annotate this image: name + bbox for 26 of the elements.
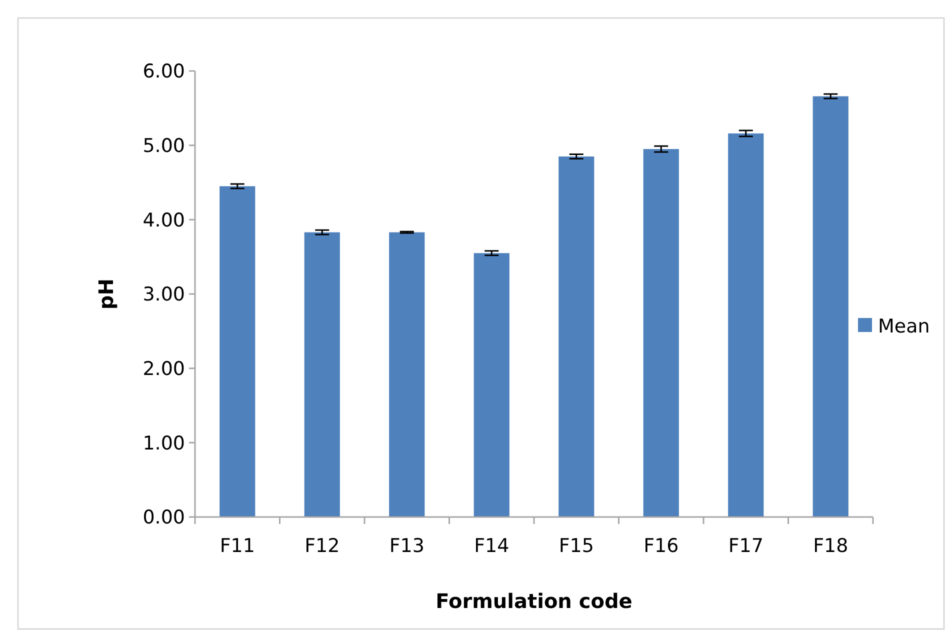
bar	[643, 149, 679, 517]
x-tick-label: F15	[558, 535, 594, 557]
x-tick-label: F17	[728, 535, 764, 557]
bar	[474, 253, 510, 517]
x-tick-label: F18	[813, 535, 848, 557]
y-tick-label: 1.00	[142, 432, 185, 454]
x-tick-label: F14	[474, 535, 510, 557]
y-tick-label: 6.00	[142, 60, 185, 83]
y-tick-label: 5.00	[142, 134, 185, 157]
y-tick-label: 4.00	[142, 209, 185, 232]
y-tick-label: 2.00	[142, 358, 185, 380]
x-tick-label: F11	[220, 535, 255, 557]
bar	[304, 232, 340, 517]
bar	[728, 133, 764, 517]
bar	[389, 232, 425, 517]
x-tick-label: F12	[304, 535, 340, 557]
legend-label: Mean	[878, 316, 930, 338]
y-tick-label: 0.00	[142, 506, 185, 529]
y-tick-label: 3.00	[142, 284, 185, 306]
x-axis-title: Formulation code	[436, 589, 632, 613]
bar	[812, 96, 848, 517]
y-axis-title: pH	[94, 278, 118, 310]
x-tick-label: F16	[644, 535, 679, 557]
x-tick-label: F13	[389, 535, 424, 557]
bar	[220, 186, 256, 517]
bar	[558, 156, 594, 517]
